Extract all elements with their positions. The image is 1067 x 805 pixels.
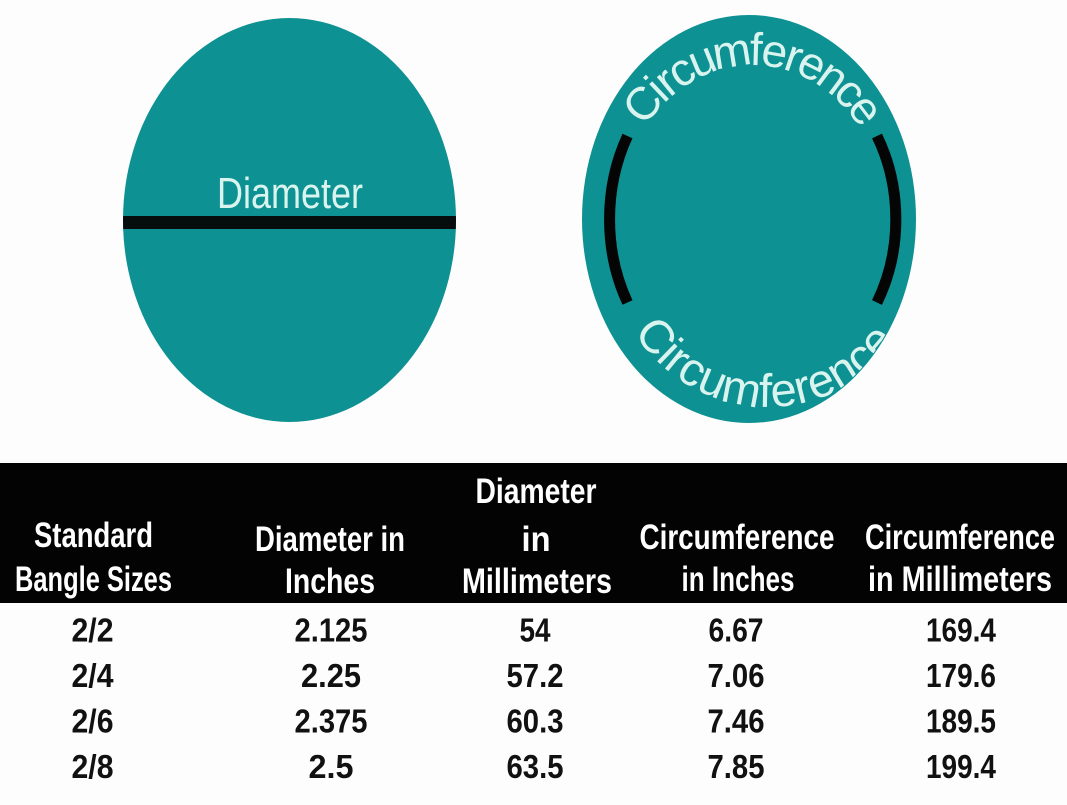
- svg-text:Circumference: Circumference: [640, 518, 835, 557]
- svg-text:Diameter: Diameter: [476, 472, 597, 511]
- svg-text:169.4: 169.4: [926, 612, 997, 649]
- svg-text:Inches: Inches: [285, 562, 375, 601]
- svg-text:Bangle Sizes: Bangle Sizes: [15, 560, 172, 599]
- svg-text:2.375: 2.375: [295, 703, 368, 740]
- svg-text:2/6: 2/6: [72, 703, 114, 740]
- svg-text:in: in: [522, 520, 551, 559]
- svg-text:2.25: 2.25: [301, 657, 361, 694]
- svg-text:in Inches: in Inches: [682, 560, 795, 599]
- svg-text:189.5: 189.5: [926, 703, 996, 740]
- svg-text:Diameter: Diameter: [217, 169, 363, 218]
- svg-text:57.2: 57.2: [507, 657, 564, 694]
- svg-text:2/4: 2/4: [72, 657, 115, 694]
- svg-text:2.5: 2.5: [309, 748, 354, 785]
- svg-text:f: f: [749, 23, 764, 75]
- svg-text:7.06: 7.06: [708, 657, 765, 694]
- svg-text:Circumference: Circumference: [865, 518, 1055, 557]
- svg-text:60.3: 60.3: [507, 703, 564, 740]
- svg-text:63.5: 63.5: [507, 748, 564, 785]
- svg-text:179.6: 179.6: [926, 657, 996, 694]
- svg-text:m: m: [718, 358, 766, 417]
- svg-text:7.85: 7.85: [708, 748, 765, 785]
- svg-text:m: m: [708, 22, 754, 79]
- svg-text:7.46: 7.46: [708, 703, 765, 740]
- svg-text:6.67: 6.67: [709, 612, 764, 649]
- svg-text:2/2: 2/2: [72, 612, 114, 649]
- svg-text:199.4: 199.4: [926, 748, 997, 785]
- svg-text:2/8: 2/8: [72, 748, 114, 785]
- svg-text:f: f: [758, 364, 773, 417]
- svg-text:e: e: [767, 362, 799, 418]
- svg-text:Millimeters: Millimeters: [462, 562, 612, 601]
- svg-text:Standard: Standard: [34, 516, 153, 555]
- svg-text:Diameter in: Diameter in: [255, 520, 405, 559]
- svg-text:2.125: 2.125: [295, 612, 368, 649]
- svg-text:in Millimeters: in Millimeters: [868, 560, 1052, 599]
- svg-text:54: 54: [520, 612, 552, 649]
